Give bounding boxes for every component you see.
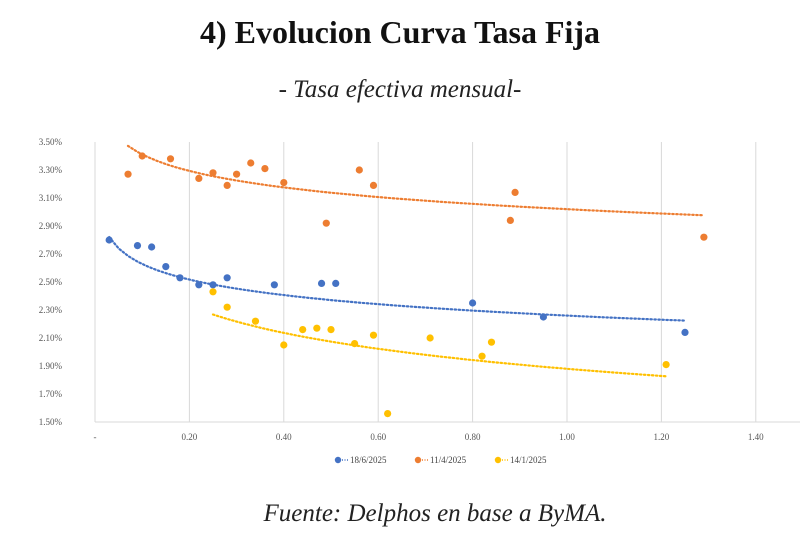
data-point [280,341,288,349]
data-point [209,281,217,289]
legend: 18/6/2025 11/4/2025 14/1/2025 [334,455,547,465]
chart-title: 4) Evolucion Curva Tasa Fija [199,14,601,50]
data-point [195,281,203,289]
data-point [195,174,203,182]
x-tick-label: 1.40 [748,432,764,442]
x-tick-label: 0.40 [276,432,292,442]
data-point [233,170,241,178]
y-tick-label: 3.10% [39,193,63,203]
trendline [126,144,705,217]
x-tick-label: 0.60 [370,432,386,442]
data-point [162,263,170,271]
data-point [317,279,326,287]
data-point [322,219,330,227]
legend-marker [334,456,342,464]
data-point [351,340,359,348]
y-axis-ticks: 1.50% 1.70% 1.90% 2.10% 2.30% 2.50% 2.70% 2.90%… [39,137,63,427]
data-point [469,299,477,307]
trendline [108,236,687,322]
data-points [105,152,708,418]
data-point [327,326,335,334]
gridlines [94,142,800,423]
x-tick-label: 0.20 [182,432,198,442]
data-point [223,181,231,189]
data-point [662,361,670,369]
data-point [487,338,496,346]
data-point [270,281,278,289]
source-note: Fuente: Delphos en base a ByMA. [263,500,607,527]
data-point [426,334,434,342]
legend-label: 18/6/2025 [350,455,387,465]
data-point [209,288,217,296]
y-tick-label: 2.10% [39,333,63,343]
data-point [166,155,175,163]
data-point [313,324,321,332]
y-tick-label: 2.30% [39,305,63,315]
x-tick-label: - [94,432,97,442]
y-tick-label: 1.50% [39,417,63,427]
data-point [148,243,156,251]
data-point [223,274,231,282]
data-point [700,233,708,241]
data-point [124,170,132,178]
chart-subtitle: - Tasa efectiva mensual- [278,76,522,103]
legend-marker [414,456,422,464]
y-tick-label: 2.50% [39,277,63,287]
y-tick-label: 1.70% [39,389,63,399]
data-point [138,152,146,160]
legend-label: 11/4/2025 [430,455,467,465]
data-point [105,236,113,244]
data-point [176,274,184,282]
data-point [299,326,307,334]
y-tick-label: 1.90% [39,361,63,371]
scatter-chart: 1.50% 1.70% 1.90% 2.10% 2.30% 2.50% 2.70% 2.90%… [39,137,800,465]
data-point [223,303,231,311]
data-point [355,166,363,174]
data-point [280,179,288,187]
data-point [384,410,392,418]
x-tick-label: 1.00 [559,432,575,442]
data-point [251,317,260,325]
legend-marker [494,456,502,464]
trendline [211,313,668,378]
data-point [133,242,142,250]
data-point [511,188,519,196]
data-point [369,331,378,339]
data-point [539,313,548,321]
legend-label: 14/1/2025 [510,455,547,465]
data-point [209,169,217,177]
y-tick-label: 2.70% [39,249,63,259]
data-point [332,279,340,287]
data-point [261,165,269,173]
data-point [506,216,514,224]
data-point [681,328,689,336]
data-point [247,159,255,167]
x-axis-ticks: - 0.20 0.40 0.60 0.80 1.00 1.20 1.40 [94,432,765,442]
y-tick-label: 3.30% [39,165,63,175]
trendlines [108,144,705,378]
x-tick-label: 1.20 [654,432,670,442]
x-tick-label: 0.80 [465,432,481,442]
data-point [478,352,486,360]
y-tick-label: 2.90% [39,221,63,231]
data-point [369,181,378,189]
y-tick-label: 3.50% [39,137,63,147]
